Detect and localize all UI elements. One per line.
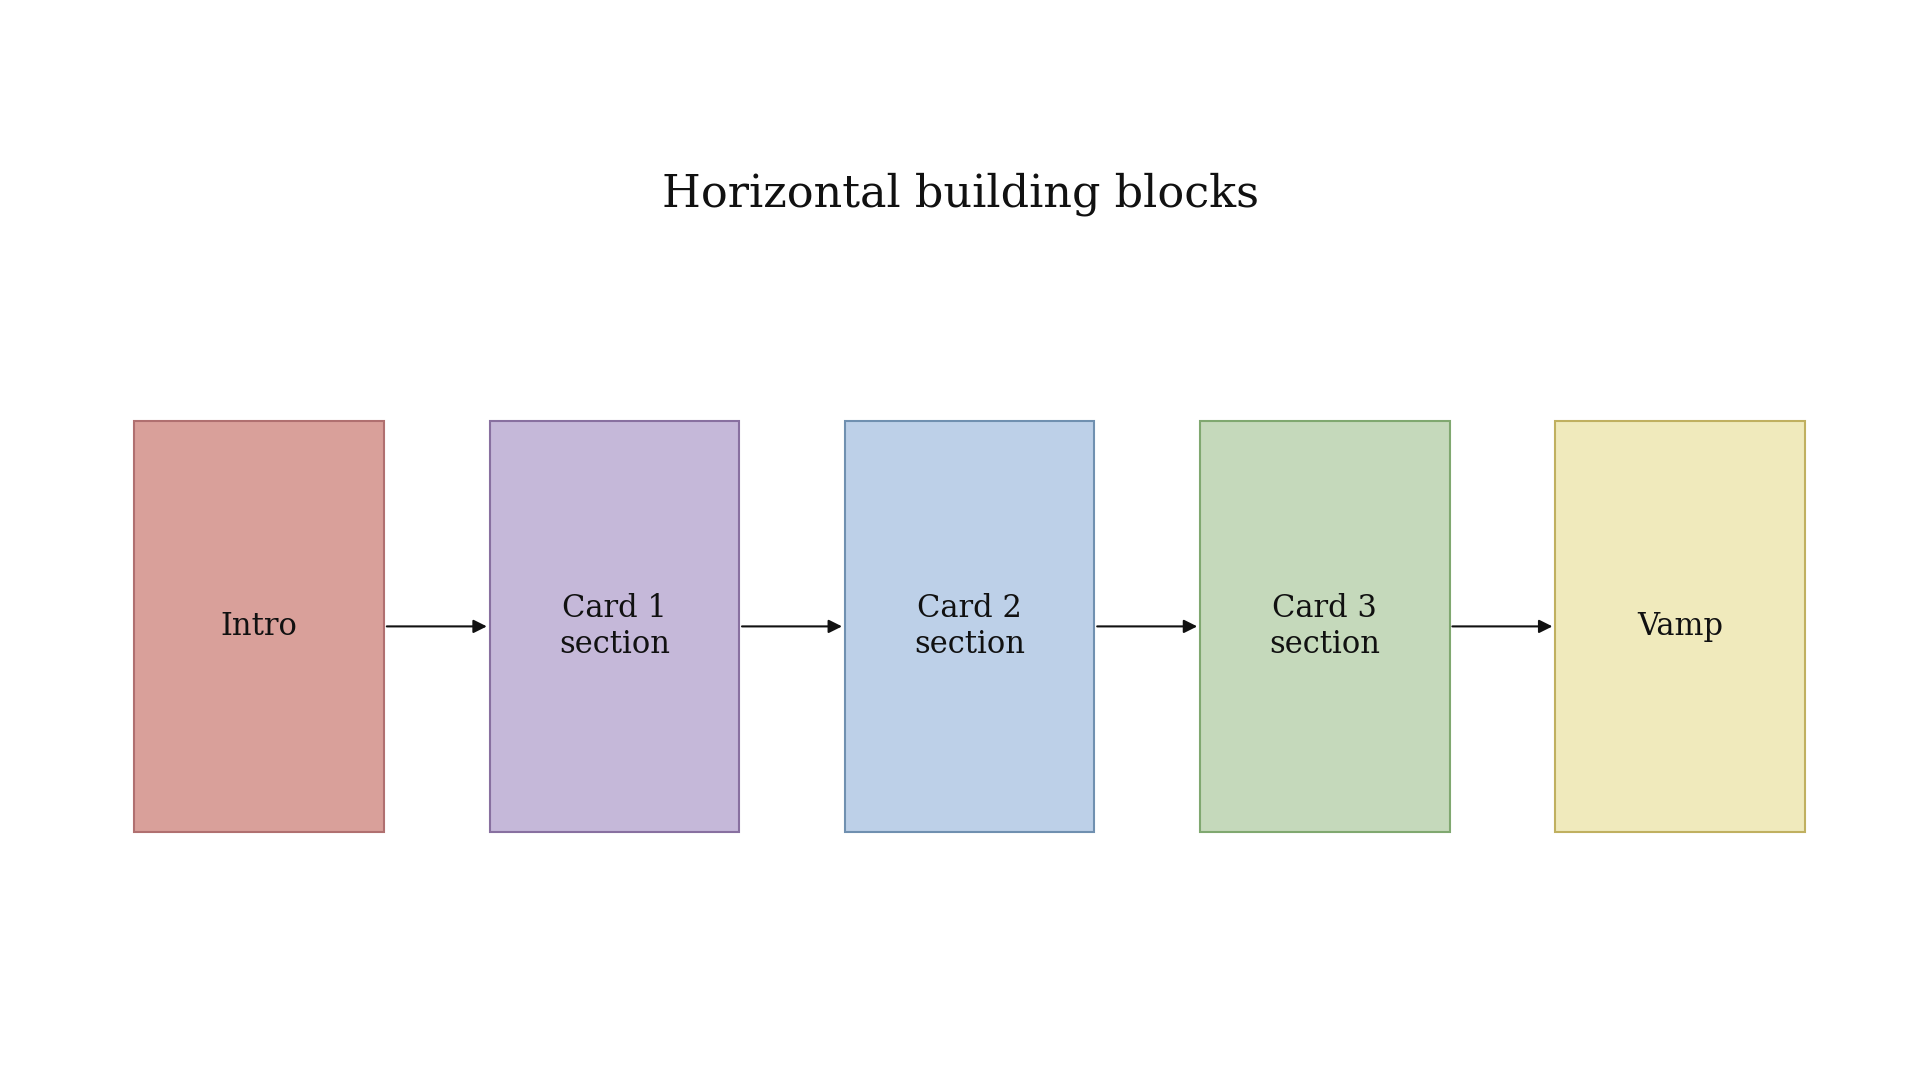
FancyBboxPatch shape	[490, 421, 739, 832]
Text: Card 3
section: Card 3 section	[1269, 593, 1380, 660]
Text: Intro: Intro	[221, 611, 298, 642]
Text: Card 1
section: Card 1 section	[559, 593, 670, 660]
FancyArrowPatch shape	[386, 621, 484, 632]
Text: Horizontal building blocks: Horizontal building blocks	[662, 173, 1258, 216]
FancyBboxPatch shape	[1200, 421, 1450, 832]
Text: Vamp: Vamp	[1638, 611, 1722, 642]
FancyArrowPatch shape	[1452, 621, 1549, 632]
FancyArrowPatch shape	[741, 621, 839, 632]
FancyBboxPatch shape	[1555, 421, 1805, 832]
FancyBboxPatch shape	[845, 421, 1094, 832]
FancyArrowPatch shape	[1096, 621, 1194, 632]
FancyBboxPatch shape	[134, 421, 384, 832]
Text: Card 2
section: Card 2 section	[914, 593, 1025, 660]
